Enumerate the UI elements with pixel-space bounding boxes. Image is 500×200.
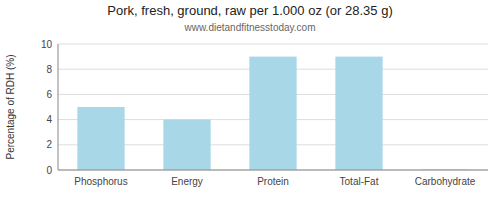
- y-tick-label: 10: [41, 39, 53, 50]
- x-tick-label: Protein: [257, 176, 289, 187]
- y-tick-label: 6: [46, 89, 52, 100]
- bar: [77, 107, 124, 170]
- chart-svg: Pork, fresh, ground, raw per 1.000 oz (o…: [0, 0, 500, 200]
- bar: [163, 120, 210, 170]
- x-axis-line: [58, 170, 488, 171]
- grid-line: [58, 44, 488, 45]
- subtitle: www.dietandfitnesstoday.com: [184, 22, 316, 33]
- bar: [335, 57, 382, 170]
- chart-container: Pork, fresh, ground, raw per 1.000 oz (o…: [0, 0, 500, 200]
- x-tick-label: Carbohydrate: [415, 176, 476, 187]
- x-tick-label: Phosphorus: [74, 176, 127, 187]
- grid-line: [58, 170, 488, 171]
- y-tick-label: 2: [46, 139, 52, 150]
- y-axis-label: Percentage of RDH (%): [5, 54, 16, 159]
- y-tick-label: 4: [46, 114, 52, 125]
- y-tick-label: 8: [46, 64, 52, 75]
- y-tick-label: 0: [46, 165, 52, 176]
- title: Pork, fresh, ground, raw per 1.000 oz (o…: [107, 3, 392, 18]
- bar: [249, 57, 296, 170]
- bars: [77, 57, 468, 170]
- x-tick-label: Energy: [171, 176, 203, 187]
- x-tick-label: Total-Fat: [340, 176, 379, 187]
- y-axis-line: [58, 44, 59, 170]
